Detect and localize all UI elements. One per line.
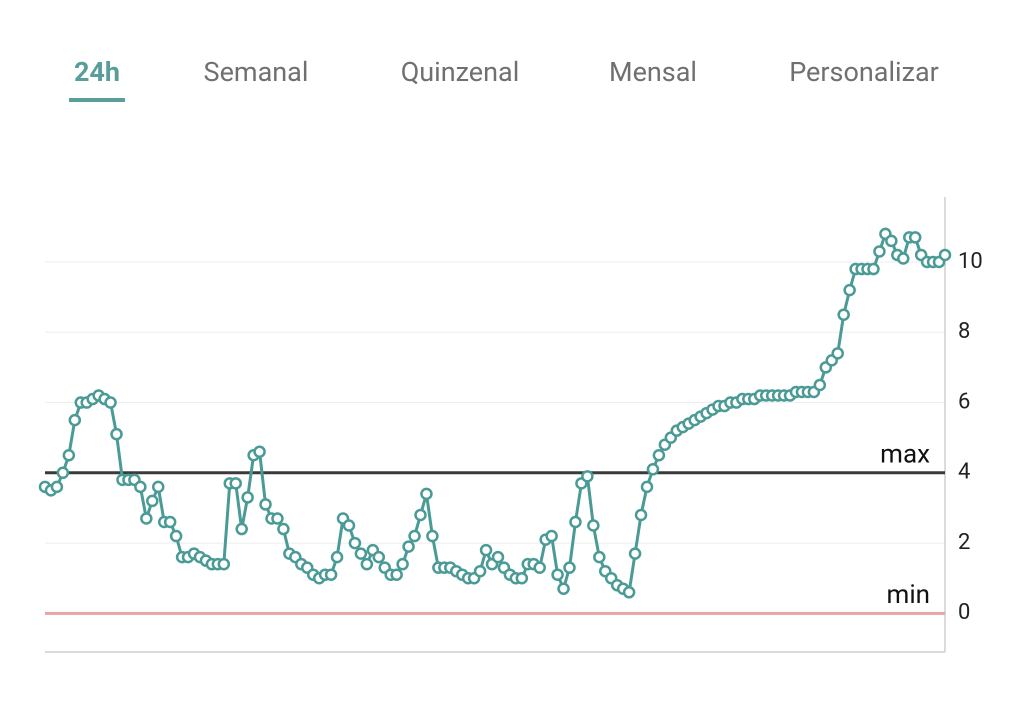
- y-tick-label: 4: [958, 460, 970, 485]
- point: [867, 262, 880, 276]
- point: [134, 480, 147, 494]
- point: [843, 283, 856, 297]
- point: [908, 231, 922, 244]
- point: [360, 557, 374, 571]
- point: [402, 540, 415, 553]
- y-tick-label: 8: [958, 319, 970, 344]
- point: [324, 568, 338, 581]
- point: [813, 378, 827, 392]
- point: [622, 586, 636, 599]
- point: [515, 571, 529, 585]
- point: [217, 557, 231, 571]
- threshold-label: min: [887, 580, 930, 610]
- point: [348, 536, 362, 550]
- point: [396, 557, 409, 571]
- y-tick-label: 0: [958, 600, 970, 625]
- point: [581, 470, 594, 483]
- tab[interactable]: Mensal: [609, 56, 697, 88]
- point: [68, 413, 82, 427]
- point: [62, 448, 76, 462]
- point: [163, 515, 177, 529]
- point: [533, 561, 546, 574]
- point: [50, 480, 64, 494]
- y-tick-label: 6: [958, 389, 970, 414]
- threshold-label: max: [880, 440, 930, 470]
- point: [587, 519, 600, 532]
- point: [151, 480, 165, 494]
- point: [408, 529, 421, 543]
- point: [140, 512, 153, 525]
- point: [420, 487, 433, 501]
- point: [277, 522, 290, 536]
- point: [628, 547, 642, 560]
- point: [557, 582, 570, 596]
- point: [640, 480, 654, 494]
- tab[interactable]: Personalizar: [789, 56, 939, 88]
- point: [652, 448, 666, 462]
- point: [253, 445, 266, 458]
- tab[interactable]: Semanal: [204, 56, 309, 88]
- point: [873, 245, 886, 258]
- y-tick-label: 2: [958, 530, 970, 555]
- point: [372, 550, 386, 564]
- point: [837, 308, 850, 321]
- point: [271, 512, 284, 525]
- point: [104, 396, 117, 409]
- point: [831, 347, 844, 360]
- point: [229, 477, 242, 490]
- point: [330, 550, 344, 564]
- point: [569, 515, 582, 529]
- point: [938, 248, 952, 262]
- point: [545, 529, 558, 543]
- point: [885, 234, 898, 248]
- point: [414, 508, 427, 522]
- point: [563, 561, 576, 574]
- point: [342, 519, 356, 532]
- point: [390, 568, 403, 581]
- point: [56, 466, 70, 480]
- point: [646, 463, 660, 476]
- point: [897, 252, 910, 265]
- point: [241, 491, 254, 504]
- point: [426, 529, 439, 543]
- point: [593, 550, 606, 564]
- point: [235, 522, 248, 536]
- point: [551, 568, 564, 581]
- point: [146, 494, 159, 508]
- point: [491, 550, 505, 564]
- y-tick-label: 10: [958, 249, 983, 274]
- tab-indicator: [69, 98, 125, 102]
- point: [110, 427, 123, 441]
- point: [479, 543, 493, 557]
- point: [473, 564, 487, 578]
- point: [169, 529, 183, 543]
- tab[interactable]: Quinzenal: [401, 56, 520, 88]
- tab[interactable]: 24h: [74, 56, 120, 88]
- point: [259, 498, 272, 511]
- point: [354, 547, 368, 560]
- point: [634, 508, 648, 522]
